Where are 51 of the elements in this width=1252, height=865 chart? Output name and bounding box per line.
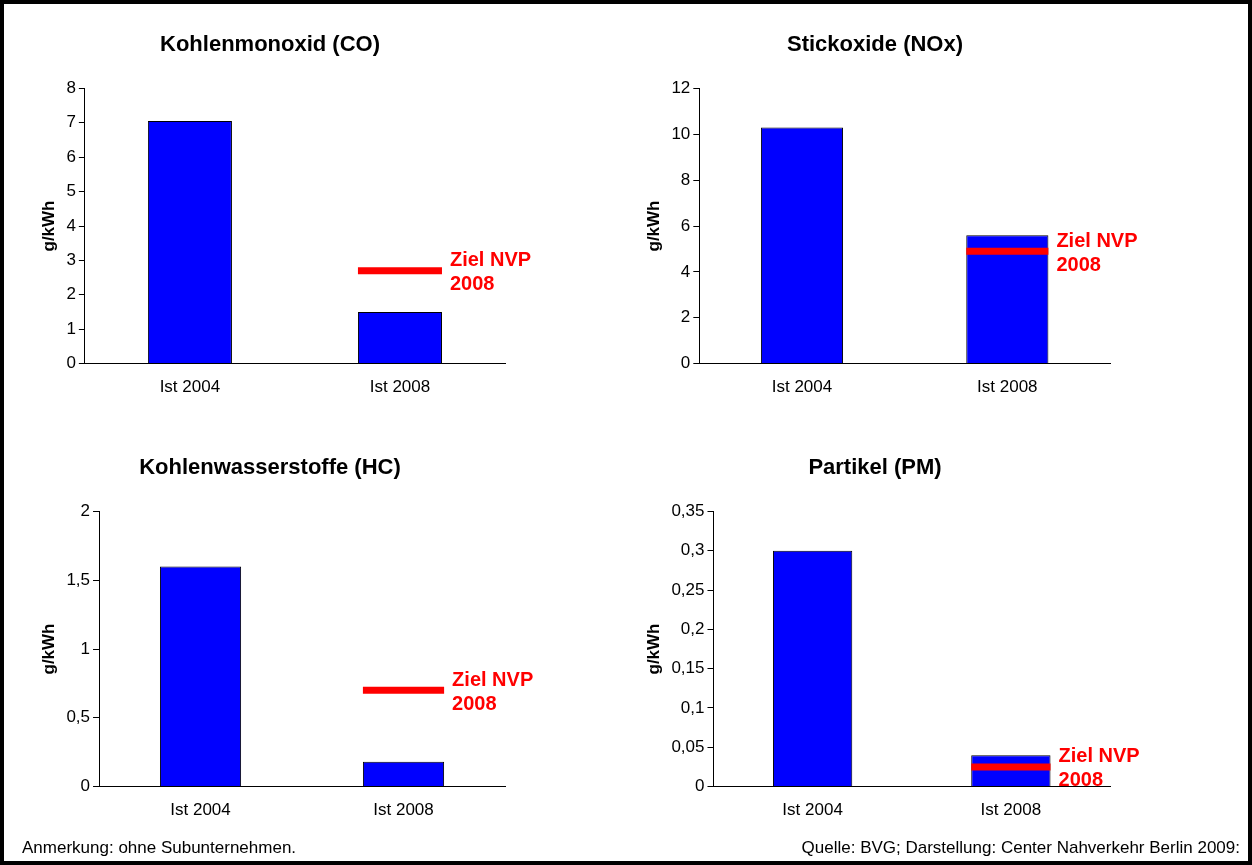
x-tick-label: Ist 2004: [771, 377, 833, 397]
chart-title: Kohlenmonoxid (CO): [160, 31, 380, 57]
y-tick-label: 4: [680, 261, 691, 281]
y-tick-label: 8: [66, 78, 76, 98]
y-tick-label: 0: [680, 353, 691, 373]
chart-title: Kohlenwasserstoffe (HC): [139, 454, 401, 480]
y-tick-label: 4: [66, 215, 76, 235]
y-tick-label: 0,15: [671, 658, 705, 678]
y-tick-label: 3: [66, 250, 76, 270]
x-tick-label: Ist 2008: [373, 800, 434, 820]
y-tick-label: 7: [66, 112, 76, 132]
y-axis-title: g/kWh: [38, 623, 58, 675]
y-tick-label: 1: [80, 638, 91, 658]
y-tick-label: 0,1: [680, 697, 705, 717]
y-axis-title: g/kWh: [643, 200, 663, 252]
y-tick-label: 0,2: [680, 619, 705, 639]
x-tick-label: Ist 2008: [369, 377, 431, 397]
y-tick-label: 6: [680, 215, 691, 235]
y-tick-label: 2: [680, 307, 691, 327]
x-tick-label: Ist 2008: [980, 800, 1042, 820]
source-note: Quelle: BVG; Darstellung: Center Nahverkehr Berlin 2009:: [801, 838, 1240, 858]
y-tick-label: 0: [80, 776, 91, 796]
chart-title: Partikel (PM): [808, 454, 942, 480]
y-axis-title: g/kWh: [38, 200, 58, 252]
x-tick-label: Ist 2004: [159, 377, 221, 397]
y-axis-title: g/kWh: [643, 623, 663, 675]
y-tick-label: 2: [66, 284, 76, 304]
ref-line-label: Ziel NVP 2008: [1056, 228, 1138, 275]
text: Anmerkung: ohne Subunternehmen.: [22, 838, 297, 858]
x-tick-label: Ist 2004: [170, 800, 231, 820]
x-tick-label: Ist 2004: [782, 800, 843, 820]
y-tick-label: 0: [66, 353, 76, 373]
ref-line-label: Ziel NVP 2008: [1058, 744, 1140, 791]
y-tick-label: 10: [671, 123, 691, 143]
y-tick-label: 5: [66, 181, 76, 201]
y-tick-label: 6: [66, 146, 76, 166]
y-tick-label: 0: [695, 776, 705, 796]
y-tick-label: 0,35: [671, 501, 705, 521]
x-tick-label: Ist 2008: [977, 377, 1038, 397]
y-tick-label: 0,3: [680, 540, 705, 560]
ref-line-label: Ziel NVP 2008: [452, 667, 534, 714]
y-tick-label: 12: [671, 78, 691, 98]
y-tick-label: 8: [680, 169, 691, 189]
y-tick-label: 2: [80, 501, 91, 521]
y-tick-label: 1: [66, 318, 76, 338]
y-tick-label: 1,5: [66, 569, 91, 589]
ref-line-label: Ziel NVP 2008: [449, 248, 532, 295]
y-tick-label: 0,05: [671, 736, 705, 756]
y-tick-label: 0,5: [66, 707, 91, 727]
y-tick-label: 0,25: [671, 579, 705, 599]
chart-title: Stickoxide (NOx): [786, 31, 964, 57]
